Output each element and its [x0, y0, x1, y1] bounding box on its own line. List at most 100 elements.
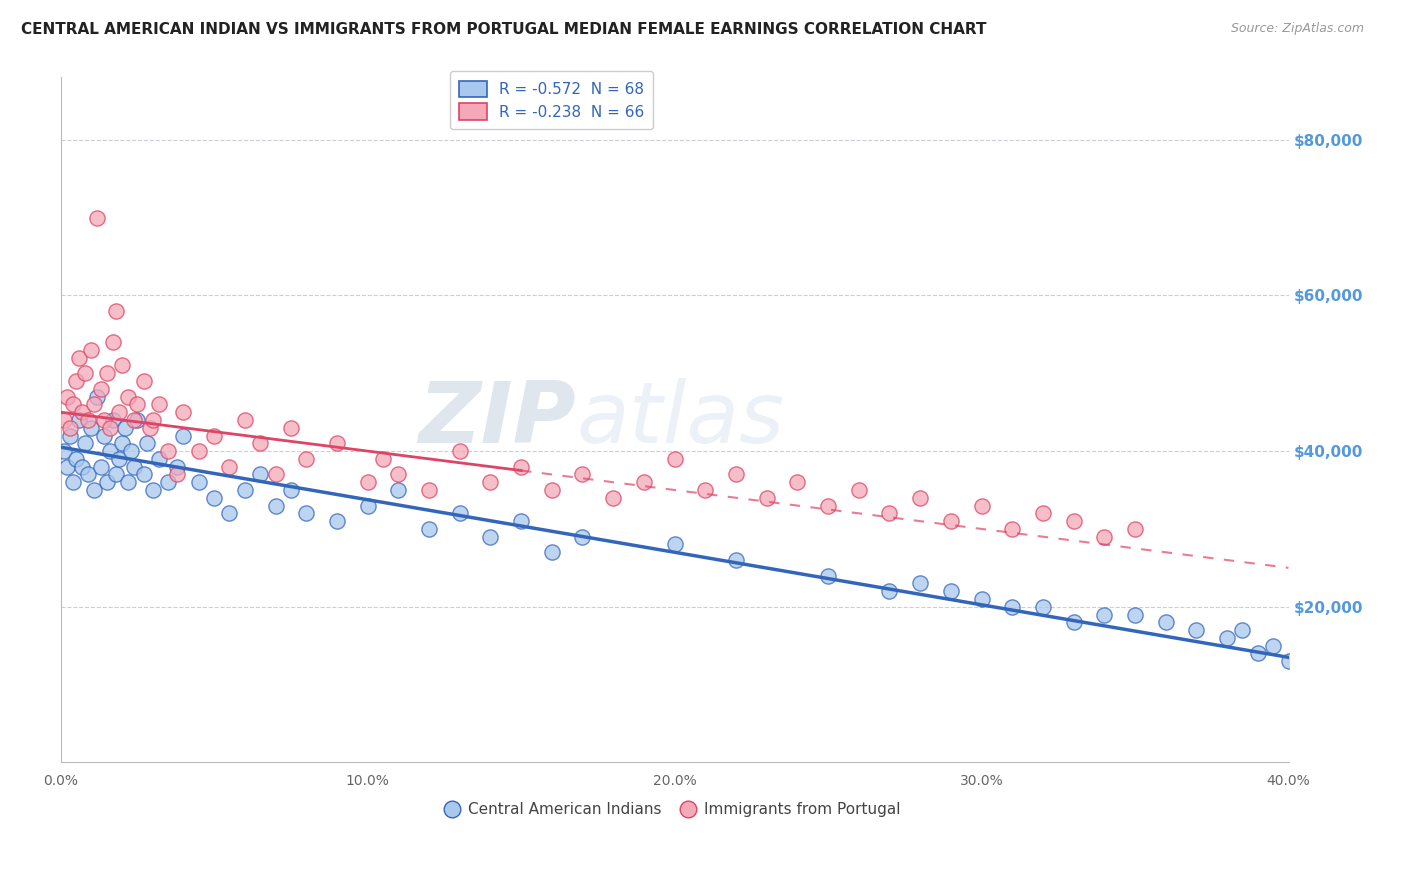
- Point: [879, 584, 901, 599]
- Point: [1032, 506, 1054, 520]
- Point: [510, 514, 533, 528]
- Point: [540, 483, 562, 497]
- Point: [418, 483, 440, 497]
- Point: [449, 444, 471, 458]
- Point: [108, 405, 131, 419]
- Point: [127, 397, 149, 411]
- Point: [59, 428, 82, 442]
- Point: [75, 366, 97, 380]
- Point: [939, 514, 962, 528]
- Point: [1232, 623, 1254, 637]
- Point: [67, 413, 90, 427]
- Point: [86, 211, 108, 225]
- Point: [98, 421, 121, 435]
- Point: [848, 483, 870, 497]
- Point: [89, 459, 111, 474]
- Point: [326, 436, 349, 450]
- Point: [124, 413, 146, 427]
- Point: [908, 576, 931, 591]
- Point: [111, 436, 134, 450]
- Point: [187, 475, 209, 490]
- Point: [1123, 607, 1146, 622]
- Point: [449, 506, 471, 520]
- Point: [166, 467, 188, 482]
- Point: [571, 467, 593, 482]
- Point: [1185, 623, 1208, 637]
- Point: [280, 483, 302, 497]
- Point: [1247, 647, 1270, 661]
- Point: [62, 475, 84, 490]
- Point: [664, 451, 686, 466]
- Point: [326, 514, 349, 528]
- Point: [1216, 631, 1239, 645]
- Point: [111, 359, 134, 373]
- Point: [1063, 615, 1085, 630]
- Point: [939, 584, 962, 599]
- Point: [67, 351, 90, 365]
- Point: [59, 421, 82, 435]
- Point: [371, 451, 394, 466]
- Point: [83, 483, 105, 497]
- Point: [755, 491, 778, 505]
- Point: [148, 451, 170, 466]
- Point: [479, 530, 502, 544]
- Point: [124, 459, 146, 474]
- Point: [138, 421, 160, 435]
- Point: [148, 397, 170, 411]
- Point: [1123, 522, 1146, 536]
- Point: [817, 499, 839, 513]
- Point: [418, 522, 440, 536]
- Point: [249, 467, 271, 482]
- Point: [52, 413, 75, 427]
- Point: [172, 428, 194, 442]
- Point: [142, 483, 165, 497]
- Point: [52, 444, 75, 458]
- Point: [1063, 514, 1085, 528]
- Point: [202, 428, 225, 442]
- Point: [135, 436, 157, 450]
- Point: [104, 304, 127, 318]
- Point: [233, 413, 256, 427]
- Point: [295, 451, 318, 466]
- Text: Source: ZipAtlas.com: Source: ZipAtlas.com: [1230, 22, 1364, 36]
- Point: [86, 390, 108, 404]
- Point: [1092, 530, 1115, 544]
- Point: [295, 506, 318, 520]
- Point: [55, 459, 77, 474]
- Point: [101, 335, 124, 350]
- Point: [970, 499, 993, 513]
- Point: [249, 436, 271, 450]
- Point: [96, 366, 118, 380]
- Point: [879, 506, 901, 520]
- Point: [83, 397, 105, 411]
- Point: [233, 483, 256, 497]
- Point: [202, 491, 225, 505]
- Point: [104, 467, 127, 482]
- Point: [1263, 639, 1285, 653]
- Point: [264, 467, 287, 482]
- Point: [96, 475, 118, 490]
- Point: [280, 421, 302, 435]
- Point: [132, 467, 155, 482]
- Point: [218, 459, 240, 474]
- Text: atlas: atlas: [576, 378, 785, 461]
- Point: [157, 475, 180, 490]
- Point: [55, 390, 77, 404]
- Point: [664, 537, 686, 551]
- Point: [724, 467, 747, 482]
- Point: [187, 444, 209, 458]
- Point: [142, 413, 165, 427]
- Point: [510, 459, 533, 474]
- Point: [80, 343, 103, 357]
- Point: [166, 459, 188, 474]
- Text: ZIP: ZIP: [419, 378, 576, 461]
- Point: [264, 499, 287, 513]
- Point: [356, 499, 378, 513]
- Point: [1001, 599, 1024, 614]
- Point: [724, 553, 747, 567]
- Point: [77, 413, 100, 427]
- Point: [1092, 607, 1115, 622]
- Point: [157, 444, 180, 458]
- Point: [117, 475, 139, 490]
- Point: [571, 530, 593, 544]
